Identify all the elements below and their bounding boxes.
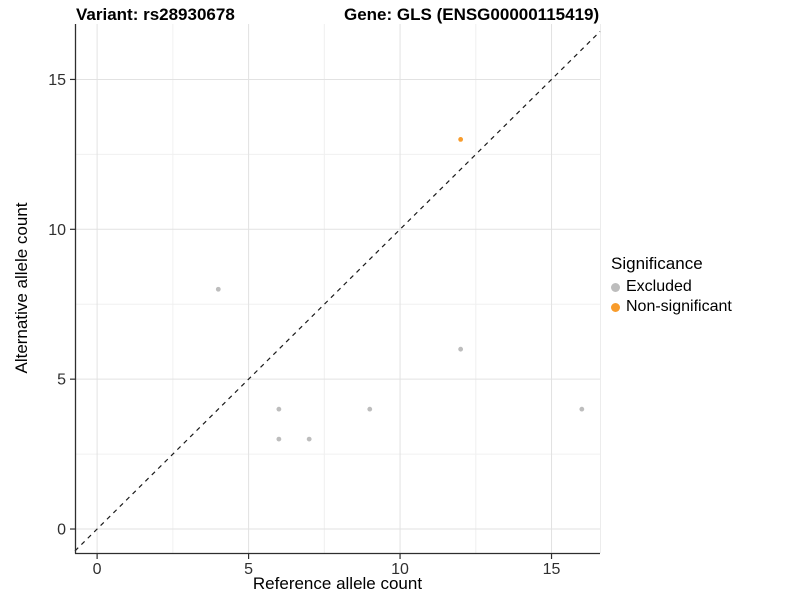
y-tick-label: 5: [57, 372, 66, 389]
data-point-excluded: [215, 286, 221, 292]
x-tick-label: 5: [244, 561, 253, 578]
identity-line: [74, 31, 601, 552]
plot-title-variant: Variant: rs28930678: [76, 5, 235, 24]
x-tick-label: 10: [391, 561, 409, 578]
data-point-excluded: [458, 346, 464, 352]
x-tick-label: 15: [543, 561, 561, 578]
y-tick-label: 15: [48, 72, 66, 89]
legend-title: Significance: [611, 254, 703, 273]
data-point-excluded: [579, 406, 585, 412]
data-point-non-significant: [458, 136, 464, 142]
legend-label-non-significant: Non-significant: [626, 298, 732, 315]
data-point-excluded: [276, 406, 282, 412]
plot-title-gene: Gene: GLS (ENSG00000115419): [344, 5, 600, 24]
x-tick-label: 0: [93, 561, 102, 578]
y-tick-label: 0: [57, 522, 66, 539]
data-point-excluded: [367, 406, 373, 412]
excluded-dot-icon: [611, 282, 620, 292]
x-axis-title: Reference allele count: [252, 574, 423, 593]
y-axis-title: Alternative allele count: [12, 202, 31, 374]
legend-item-non-significant: Non-significant: [611, 297, 732, 317]
non-significant-dot-icon: [611, 302, 620, 312]
y-tick-label: 10: [48, 222, 66, 239]
legend-label-excluded: Excluded: [626, 278, 692, 295]
data-point-excluded: [276, 436, 282, 442]
legend: Significance Excluded Non-significant: [611, 254, 732, 317]
legend-item-excluded: Excluded: [611, 277, 732, 297]
data-point-excluded: [306, 436, 312, 442]
